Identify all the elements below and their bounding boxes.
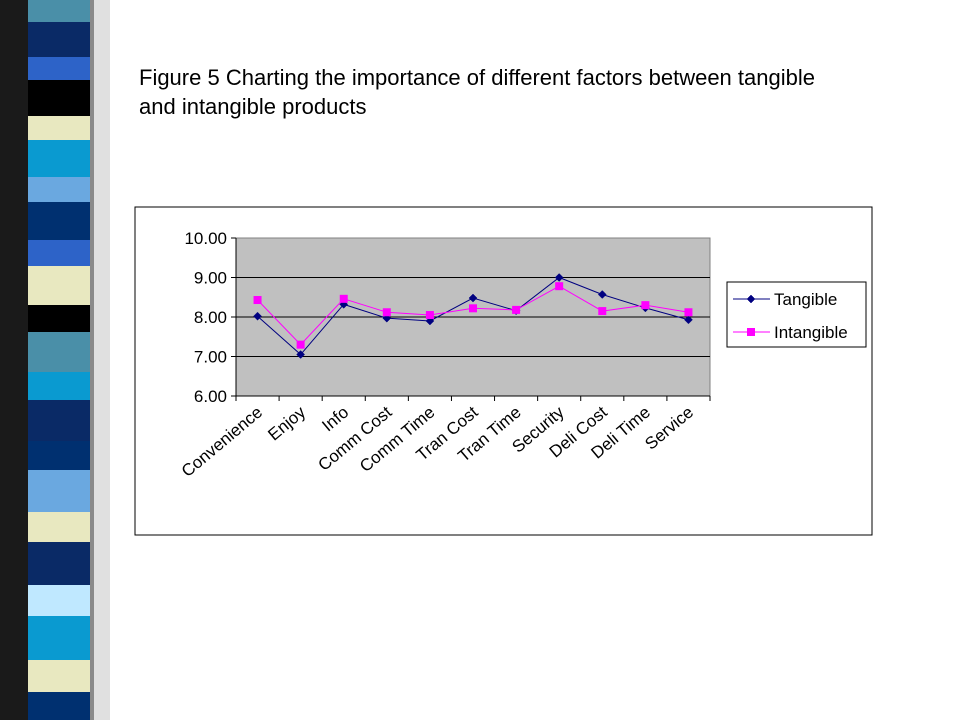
strip-block	[28, 305, 90, 332]
strip-block	[28, 616, 90, 660]
data-point	[296, 350, 305, 359]
data-point	[512, 305, 521, 314]
strip-block	[28, 400, 90, 441]
data-point	[339, 294, 348, 303]
legend-label: Intangible	[774, 323, 848, 342]
data-point	[747, 328, 755, 336]
decorative-side-strip	[0, 0, 110, 720]
data-point	[684, 315, 693, 325]
strip-block	[28, 585, 90, 616]
y-tick-label: 8.00	[194, 308, 227, 327]
figure-caption: Figure 5 Charting the importance of diff…	[139, 65, 815, 119]
data-point	[555, 282, 564, 291]
strip-block	[28, 116, 90, 140]
data-point	[382, 308, 391, 317]
data-point	[641, 301, 650, 310]
strip-block	[28, 441, 90, 470]
data-point	[598, 307, 607, 316]
legend-box	[726, 281, 867, 348]
strip-block	[28, 266, 90, 305]
data-point	[746, 294, 756, 304]
data-point	[253, 311, 262, 321]
y-tick-label: 9.00	[194, 269, 227, 288]
y-tick-label: 10.00	[184, 229, 227, 248]
strip-block	[28, 542, 90, 585]
series-intangible	[253, 282, 693, 349]
strip-block	[28, 177, 90, 202]
strip-block	[28, 240, 90, 266]
gridlines	[236, 277, 710, 357]
data-point	[425, 311, 434, 320]
data-point	[554, 273, 564, 282]
strip-block	[28, 80, 90, 116]
strip-block	[28, 140, 90, 177]
strip-block	[28, 512, 90, 542]
data-point	[469, 304, 477, 313]
legend: Tangible Intangible	[726, 281, 867, 348]
y-axis-ticks: 6.00 7.00 8.00 9.00 10.00	[184, 229, 236, 406]
series-group	[253, 273, 693, 359]
data-point	[597, 290, 607, 299]
strip-block	[28, 57, 90, 80]
strip-block	[28, 470, 90, 512]
data-point	[684, 308, 693, 317]
data-point	[468, 293, 478, 303]
strip-block	[28, 372, 90, 400]
y-tick-label: 7.00	[194, 348, 227, 367]
strip-block	[28, 0, 90, 22]
strip-block	[28, 22, 90, 57]
legend-label: Tangible	[774, 290, 837, 309]
y-tick-label: 6.00	[194, 387, 227, 406]
data-point	[296, 340, 305, 349]
strip-block	[28, 660, 90, 692]
strip-block	[28, 692, 90, 720]
strip-block	[28, 332, 90, 372]
data-point	[253, 296, 262, 305]
strip-block	[28, 202, 90, 240]
